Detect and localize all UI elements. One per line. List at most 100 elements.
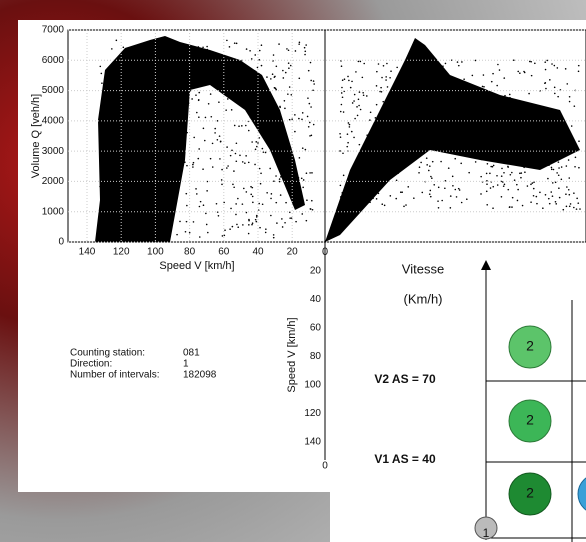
scatter-dot [369,111,372,114]
scatter-dot [261,147,264,150]
scatter-dot [348,123,351,126]
scatter-dot [503,154,506,157]
scatter-dot [520,113,523,116]
scatter-dot [339,184,342,187]
scatter-dot [280,176,282,178]
scatter-dot [206,45,208,48]
scatter-dot [553,86,556,89]
scatter-dot [444,187,446,190]
scatter-dot [423,152,426,155]
scatter-dot [289,64,292,67]
scatter-dot [170,165,173,168]
scatter-dot [485,190,488,193]
scatter-dot [151,72,154,74]
scatter-dot [259,226,261,229]
scatter-dot [403,205,405,208]
scatter-dot [127,104,130,106]
scatter-dot [279,147,282,150]
scatter-dot [553,152,556,155]
scatter-dot [579,208,581,210]
scatter-dot [243,106,246,109]
scatter-dot [494,98,497,101]
scatter-dot [102,204,104,206]
scatter-dot [113,110,116,113]
scatter-dot [237,66,240,68]
scatter-dot [297,176,300,179]
scatter-dot [195,54,198,56]
scatter-dot [566,83,569,85]
scatter-dot [245,48,248,50]
scatter-dot [145,152,148,155]
scatter-dot [197,99,200,102]
scatter-dot [429,195,432,198]
scatter-dot [477,118,480,120]
scatter-dot [457,187,460,190]
scatter-dot [507,142,510,145]
scatter-dot [231,149,233,152]
scatter-dot [409,94,411,97]
scatter-dot [132,67,135,70]
scatter-dot [530,201,532,203]
scatter-dot [353,93,356,96]
scatter-dot [509,149,512,152]
scatter-dot [345,188,347,190]
scatter-dot [247,96,250,98]
scatter-dot [454,87,457,89]
scatter-dot [485,148,487,150]
scatter-dot [564,144,566,147]
scatter-dot [403,134,406,137]
scatter-dot [302,202,305,204]
scatter-dot [141,87,144,90]
scatter-dot [458,91,460,93]
scatter-dot [114,161,116,163]
scatter-dot [102,151,104,153]
scatter-dot [103,155,106,157]
axis-unit: (Km/h) [404,291,443,306]
scatter-dot [283,99,286,102]
scatter-dot [357,98,360,101]
scatter-dot [452,138,455,140]
scatter-dot [128,214,131,217]
scatter-dot [124,83,127,86]
scatter-dot [207,231,209,234]
scatter-dot [557,127,560,129]
scatter-dot [202,168,204,170]
info-value: 081 [183,348,200,359]
scatter-dot [475,91,477,94]
scatter-dot [99,185,101,188]
scatter-dot [347,141,349,144]
scatter-dot [404,156,407,158]
scatter-dot [435,86,438,89]
scatter-dot [198,116,200,119]
scatter-dot [504,94,506,97]
scatter-dot [350,130,353,133]
scatter-dot [339,196,342,198]
scatter-dot [99,223,101,225]
scatter-dot [549,155,551,158]
scatter-dot [524,171,526,174]
scatter-dot [364,145,367,148]
scatter-dot [492,164,495,167]
scatter-dot [451,143,454,145]
scatter-dot [519,72,521,74]
scatter-dot [313,83,315,85]
scatter-dot [451,175,454,178]
scatter-dot [376,133,379,136]
scatter-dot [479,95,481,98]
scatter-dot [381,76,383,79]
scatter-dot [301,213,304,215]
scatter-dot [493,145,496,148]
scatter-dot [573,192,575,194]
scatter-dot [153,83,155,86]
scatter-dot [347,75,349,78]
scatter-dot [508,206,511,208]
scatter-dot [206,48,209,51]
scatter-dot [443,78,446,81]
scatter-dot [522,139,524,141]
scatter-dot [372,197,374,200]
scatter-dot [250,58,253,60]
scatter-dot [191,75,194,78]
scatter-dot [251,141,253,143]
scatter-dot [410,140,413,143]
